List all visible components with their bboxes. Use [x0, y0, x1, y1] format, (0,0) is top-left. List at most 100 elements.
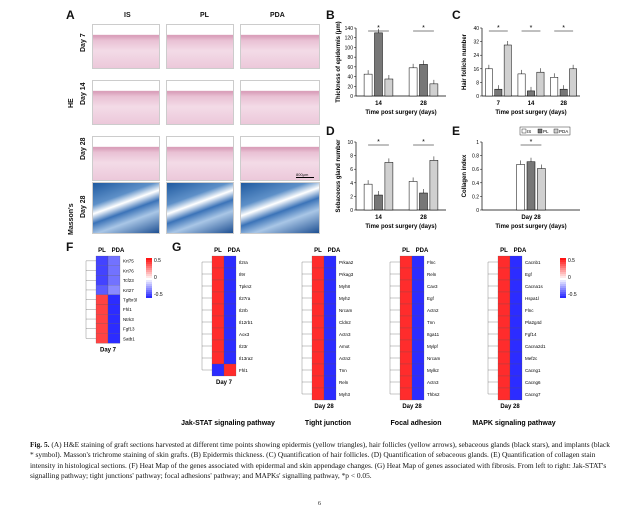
gene-label: Cacng7 [525, 392, 541, 397]
y-tick-label: 0 [476, 94, 479, 100]
gene-label: Il2rb [239, 308, 248, 313]
y-tick-label: 40 [347, 75, 353, 81]
legend-tick-label: 0.5 [154, 258, 161, 264]
heatmap-day-label: Day 7 [100, 347, 117, 353]
gene-label: Myh2 [339, 296, 351, 301]
y-tick-label: 8 [476, 80, 479, 86]
heatmap-cell [509, 255, 523, 269]
heatmap-cell [497, 255, 511, 269]
heatmap-cell [509, 315, 523, 329]
panel-f-letter: F [66, 240, 74, 254]
gene-label: Cav3 [427, 284, 438, 289]
heatmap-cell [497, 339, 511, 353]
heatmap-cell [323, 255, 337, 269]
gene-label: Fhl1 [123, 307, 132, 312]
y-tick-label: 0 [350, 94, 353, 100]
heatmap-cell [399, 267, 413, 281]
heatmap-cell [497, 327, 511, 341]
heatmap-col-label: PL [98, 248, 106, 254]
legend-swatch [553, 128, 559, 134]
heatmap-col-label: PDA [112, 248, 125, 254]
legend-gradient-step [560, 258, 566, 260]
gene-label: Flnc [427, 260, 436, 265]
col-header-pda: PDA [270, 12, 285, 19]
heatmap-cell [411, 327, 425, 341]
y-axis-label: Collagen index [462, 154, 468, 197]
y-tick-label: 120 [345, 36, 354, 42]
legend-gradient-step [560, 284, 566, 286]
legend-label: PL [543, 129, 549, 134]
heatmap-day-label: Day 28 [402, 404, 422, 410]
heatmap-cell [399, 375, 413, 389]
heatmap-cell [311, 303, 325, 317]
heatmap-cell [95, 323, 109, 334]
heatmap-col-label: PL [214, 248, 222, 254]
heatmap-cell [107, 323, 121, 334]
heatmap-cell [323, 279, 337, 293]
gene-label: Il2ra [239, 260, 248, 265]
legend-gradient-step [146, 286, 152, 288]
heatmap-cell [95, 314, 109, 325]
legend-gradient-step [146, 274, 152, 276]
legend-gradient-step [146, 264, 152, 266]
heatmap-cell [509, 303, 523, 317]
heatmaps: PL PDA Krt75 Krt76 Tcf23 Krt27 Tgfbr3l Fhl1 Ntrk… [85, 248, 577, 427]
legend-gradient-step [560, 260, 566, 262]
heatmap-cell [323, 303, 337, 317]
gene-label: Aox3 [239, 332, 250, 337]
heatmap-col-label: PL [500, 248, 508, 254]
heatmap-cell [323, 327, 337, 341]
gene-label: Mef2c [525, 356, 538, 361]
histology-he-pda-day28 [240, 136, 320, 181]
heatmap-cell [509, 291, 523, 305]
heatmap-cell [497, 267, 511, 281]
significance-star: * [422, 139, 425, 146]
gene-label: Il9r [239, 272, 246, 277]
heatmap-cell [323, 351, 337, 365]
heatmap-col-label: PDA [228, 248, 241, 254]
legend-label: PDA [559, 129, 568, 134]
heatmap-day-label: Day 7 [216, 380, 233, 386]
heatmap-cell [411, 279, 425, 293]
heatmap-cell [399, 303, 413, 317]
legend-gradient-step [146, 294, 152, 296]
y-tick-label: 140 [345, 26, 354, 32]
heatmap-cell [223, 267, 237, 281]
legend-gradient-step [560, 280, 566, 282]
col-header-is: IS [124, 12, 131, 19]
y-tick-label: 0.8 [472, 154, 479, 160]
heatmap-cell [107, 304, 121, 315]
gene-label: Tnn [339, 368, 347, 373]
heatmap-cell [411, 351, 425, 365]
heatmap-cell [223, 315, 237, 329]
legend-tick-label: -0.5 [568, 292, 577, 298]
significance-star: * [530, 139, 533, 146]
gene-label: Mylk2 [427, 368, 439, 373]
y-tick-label: 32 [473, 40, 479, 46]
heatmap-cell [399, 339, 413, 353]
heatmap-cell [311, 387, 325, 401]
legend-gradient-step [146, 288, 152, 290]
heatmap-cell [399, 387, 413, 401]
y-tick-label: 100 [345, 45, 354, 51]
gene-label: Tnn [427, 320, 435, 325]
legend-gradient-step [560, 292, 566, 294]
gene-label: Il23r [239, 344, 248, 349]
heatmap-cell [311, 255, 325, 269]
pathway-title: MAPK signaling pathway [472, 420, 555, 427]
legend-gradient-step [146, 280, 152, 282]
legend-gradient-step [560, 270, 566, 272]
histology-masson-pda-day28 [240, 182, 320, 234]
panel-c-letter: C [452, 8, 461, 22]
gene-label: Actn2 [339, 356, 351, 361]
heatmap-cell [509, 327, 523, 341]
heatmap-cell [411, 267, 425, 281]
heatmap-cell [107, 294, 121, 305]
legend-gradient-step [146, 270, 152, 272]
heatmap-cell [323, 291, 337, 305]
heatmap-cell [411, 363, 425, 377]
heatmap-cell [509, 375, 523, 389]
legend-gradient-step [146, 276, 152, 278]
heatmap-cell [311, 279, 325, 293]
